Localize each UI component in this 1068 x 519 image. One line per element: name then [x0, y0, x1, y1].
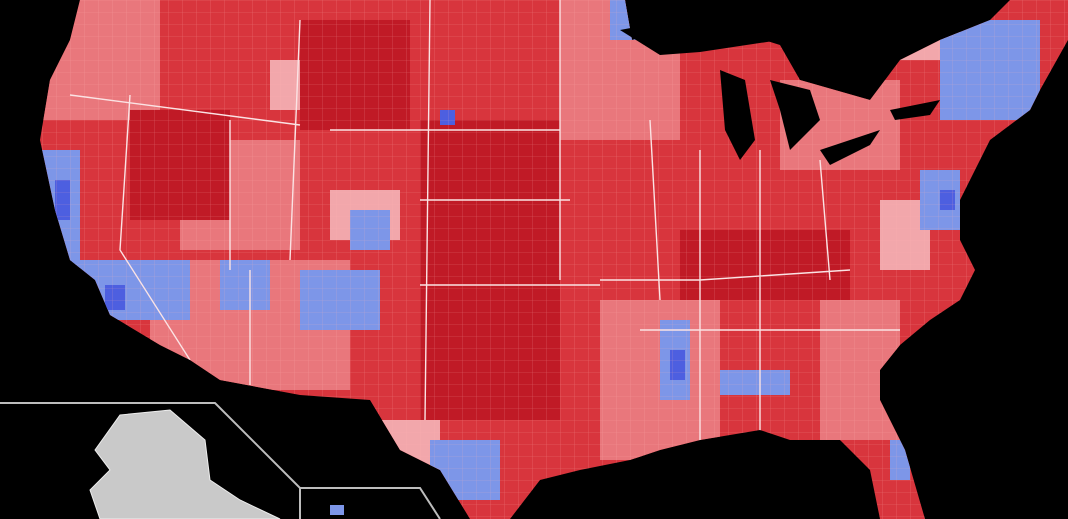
great-lakes — [620, 15, 940, 165]
state-borders — [69, 0, 900, 440]
alaska — [89, 409, 281, 519]
hawaii — [330, 505, 344, 515]
